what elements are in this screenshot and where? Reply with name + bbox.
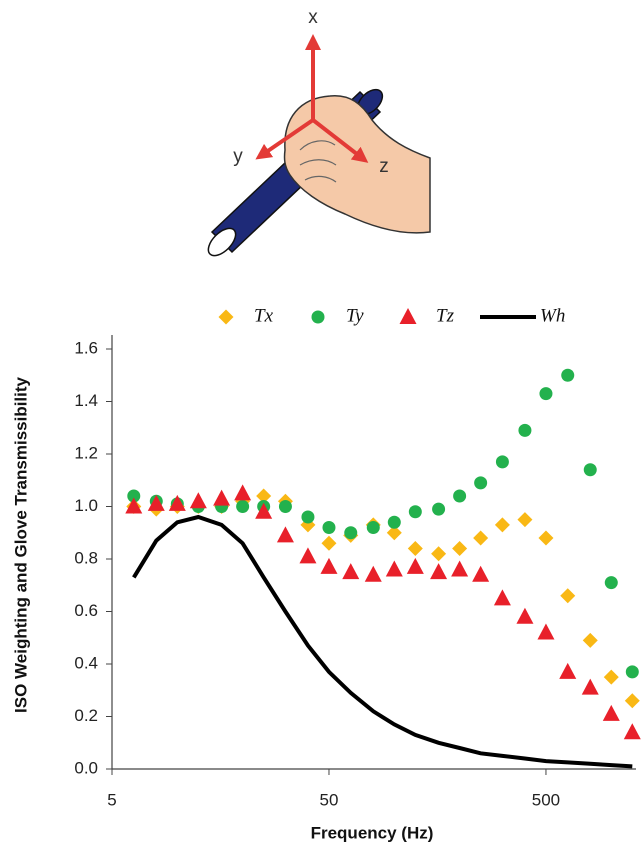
marker-diamond [560,588,575,603]
marker-diamond [625,693,640,708]
y-tick-label: 0.6 [74,601,98,620]
marker-diamond [604,670,619,685]
x-tick-label: 50 [320,790,339,809]
legend-label: Tz [436,305,455,326]
marker-circle [344,526,357,539]
hand-illustration: x y z [204,7,430,260]
marker-diamond [452,541,467,556]
marker-circle [409,505,422,518]
marker-diamond [431,546,446,561]
marker-circle [518,424,531,437]
y-tick-label: 1.4 [74,391,98,410]
axis-label: y [233,146,243,167]
marker-triangle [537,624,554,640]
marker-diamond [473,531,488,546]
series-line [134,517,633,766]
marker-triangle [559,663,576,679]
legend-label: Tx [254,305,274,326]
legend-swatch [219,310,234,325]
marker-circle [432,503,445,516]
marker-triangle [624,723,641,739]
legend-item: Wh [480,305,565,326]
marker-circle [584,463,597,476]
legend-item: Tz [400,305,455,326]
legend-item: Tx [219,305,274,326]
legend-label: Ty [346,305,364,326]
axis-label: z [379,156,389,177]
x-tick-label: 500 [532,790,560,809]
y-tick-label: 1.2 [74,443,98,462]
y-tick-label: 1.0 [74,496,98,515]
marker-triangle [386,561,403,577]
marker-circle [626,665,639,678]
marker-triangle [603,705,620,721]
x-tick-label: 5 [107,790,116,809]
marker-circle [367,521,380,534]
marker-triangle [494,589,511,605]
marker-triangle [190,492,207,508]
marker-triangle [342,563,359,579]
legend-swatch [312,311,325,324]
marker-circle [539,387,552,400]
x-axis-title: Frequency (Hz) [311,823,434,842]
marker-circle [605,576,618,589]
hand [285,96,430,233]
y-tick-label: 0.4 [74,653,98,672]
y-tick-label: 0.2 [74,706,98,725]
marker-circle [279,500,292,513]
y-tick-label: 0.0 [74,758,98,777]
marker-triangle [320,558,337,574]
marker-diamond [408,541,423,556]
marker-triangle [516,608,533,624]
marker-diamond [495,517,510,532]
marker-circle [236,500,249,513]
y-tick-label: 1.6 [74,338,98,357]
legend-label: Wh [540,305,565,326]
marker-circle [388,516,401,529]
marker-triangle [299,547,316,563]
marker-triangle [472,566,489,582]
marker-circle [496,455,509,468]
marker-triangle [407,558,424,574]
marker-triangle [582,679,599,695]
marker-circle [453,490,466,503]
legend-swatch [400,308,417,324]
marker-triangle [365,566,382,582]
marker-circle [301,511,314,524]
y-tick-label: 0.8 [74,548,98,567]
y-axis-title: ISO Weighting and Glove Transmissibility [11,376,30,713]
legend-item: Ty [312,305,365,326]
marker-circle [561,369,574,382]
marker-triangle [234,484,251,500]
axis-label: x [308,7,318,28]
marker-triangle [277,526,294,542]
marker-triangle [451,561,468,577]
figure: x y z Frequency (Hz) ISO Weighting and G… [0,0,643,850]
marker-triangle [213,490,230,506]
marker-diamond [517,512,532,527]
marker-triangle [430,563,447,579]
marker-circle [322,521,335,534]
marker-circle [474,476,487,489]
marker-diamond [538,531,553,546]
marker-diamond [583,633,598,648]
marker-diamond [321,536,336,551]
